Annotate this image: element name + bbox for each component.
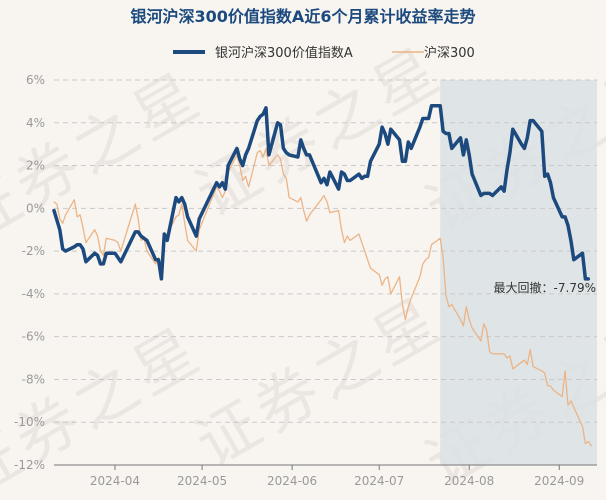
x-tick-label: 2024-06 [267,474,317,488]
max-drawdown-label: 最大回撤：-7.79% [494,280,596,295]
x-tick-label: 2024-08 [444,474,494,488]
x-tick-label: 2024-05 [177,474,227,488]
y-tick-label: -8% [22,372,45,386]
x-tick-label: 2024-09 [534,474,584,488]
y-tick-label: -6% [22,330,45,344]
legend-label-fund: 银河沪深300价值指数A [215,45,353,61]
y-tick-label: 4% [26,116,45,130]
x-axis: 2024-04 2024-05 2024-06 2024-07 2024-08 2024-… [90,465,584,488]
y-tick-label: 0% [26,201,45,215]
chart-title: 银河沪深300价值指数A近6个月累计收益率走势 [131,7,476,26]
series-lines [52,103,592,447]
watermark-text: 证券之星 [183,32,455,231]
y-axis: -12% -10% -8% -6% -4% -2% 0% 2% 4% 6% [14,73,45,472]
grid [54,79,597,423]
y-tick-label: -10% [14,415,45,429]
x-tick-label: 2024-04 [90,474,140,488]
legend: 银河沪深300价值指数A 沪深300 [173,45,475,61]
watermark-text: 证券之星 [183,282,455,481]
y-tick-label: -12% [14,458,45,472]
y-tick-label: -4% [22,287,45,301]
x-tick-label: 2024-07 [354,474,404,488]
y-tick-label: 6% [26,73,45,87]
series-line-fund [52,103,591,281]
legend-label-benchmark: 沪深300 [424,45,475,61]
y-tick-label: 2% [26,159,45,173]
y-tick-label: -2% [22,244,45,258]
